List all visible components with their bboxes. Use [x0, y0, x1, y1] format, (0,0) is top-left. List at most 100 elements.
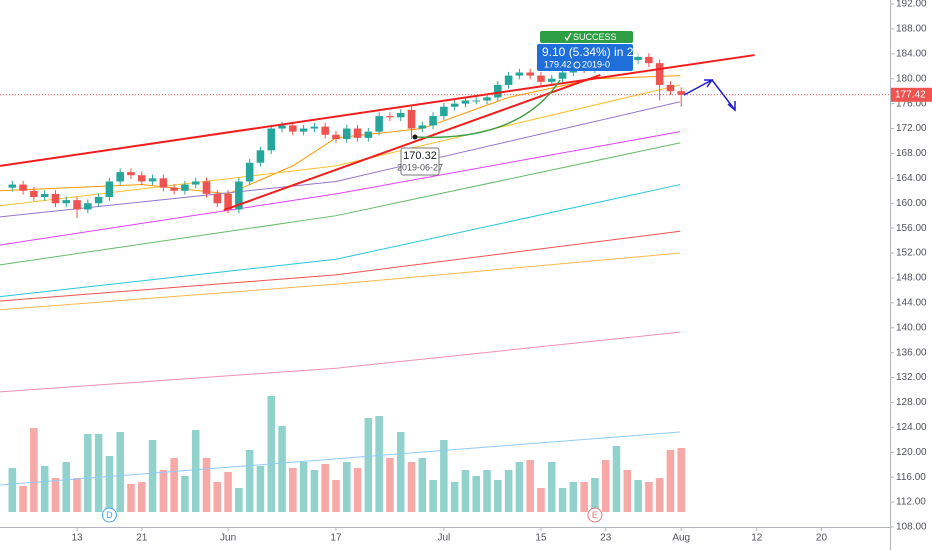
candle-body	[332, 134, 340, 140]
candle-body	[19, 184, 27, 191]
candle-body	[407, 109, 416, 129]
candle-body	[364, 131, 373, 138]
volume-ma	[0, 431, 681, 486]
candle-body	[213, 193, 222, 204]
volume-bar	[73, 478, 81, 512]
candle-body	[645, 56, 653, 64]
moving-average	[0, 101, 681, 218]
y-tick-label: 152.00	[896, 248, 927, 259]
candle-body	[504, 75, 513, 85]
low-price: 170.32	[403, 150, 437, 162]
last-price-label: 177.42	[895, 89, 926, 100]
volume-bar	[645, 482, 653, 512]
candle-body	[73, 200, 81, 210]
volume-bar	[375, 416, 383, 512]
candle-body	[94, 197, 103, 204]
candle-body	[386, 116, 394, 118]
candle-body	[116, 172, 124, 182]
volume-bar	[105, 456, 114, 512]
volume-bar	[558, 488, 567, 512]
candle-body	[515, 72, 524, 76]
volume-bar	[127, 484, 135, 512]
candle-body	[267, 128, 276, 151]
candle-body	[235, 181, 243, 210]
success-box	[540, 31, 633, 43]
candle-body	[677, 91, 686, 95]
moving-average	[0, 142, 681, 266]
volume-bar	[396, 432, 405, 512]
volume-bar	[51, 478, 60, 512]
y-tick-label: 120.00	[896, 447, 927, 458]
candle-body	[440, 106, 448, 117]
volume-bar	[40, 466, 49, 512]
candle-body	[105, 181, 114, 198]
result-date: 2019-0	[582, 59, 610, 69]
volume-bar	[148, 440, 157, 512]
x-tick-label: 20	[816, 533, 828, 544]
event-label: E	[592, 510, 598, 520]
candle-body	[299, 128, 308, 132]
x-tick-label: Jun	[220, 533, 236, 544]
x-tick-label: 21	[136, 533, 148, 544]
y-tick-label: 132.00	[896, 372, 927, 383]
y-tick-label: 116.00	[896, 472, 926, 483]
trendline	[223, 74, 601, 212]
y-tick-label: 108.00	[896, 522, 927, 533]
moving-average	[0, 331, 681, 393]
volume-bar	[461, 470, 470, 512]
volume-bar	[655, 478, 664, 512]
candle-body	[224, 193, 232, 210]
volume-bar	[515, 462, 524, 512]
volume-bar	[116, 432, 124, 512]
candle-body	[289, 125, 297, 132]
volume-bar	[321, 464, 329, 512]
volume-bar	[591, 478, 599, 512]
y-tick-label: 144.00	[896, 297, 927, 308]
candle-body	[30, 190, 38, 198]
volume-bar	[569, 482, 578, 512]
volume-bar	[407, 462, 416, 512]
y-tick-label: 148.00	[896, 273, 927, 284]
volume-bar	[494, 480, 502, 512]
x-tick-label: 13	[71, 533, 83, 544]
volume-bar	[612, 446, 621, 512]
y-tick-label: 128.00	[896, 397, 927, 408]
candle-body	[526, 72, 534, 76]
volume-bar	[440, 440, 448, 512]
low-tag: 170.32 2019-06-27	[397, 147, 443, 176]
candle-body	[245, 162, 254, 182]
y-tick-label: 164.00	[896, 173, 927, 184]
candle-body	[429, 116, 437, 126]
volume-bar	[181, 476, 189, 512]
volume-bar	[30, 428, 38, 512]
forecast-arrow	[683, 79, 736, 112]
x-tick-label: 15	[535, 533, 547, 544]
volume-bar	[483, 470, 491, 512]
last-price-box	[891, 87, 932, 102]
trendline	[0, 54, 755, 167]
y-tick-label: 124.00	[896, 422, 927, 433]
low-point	[412, 134, 418, 140]
volume-bar	[213, 482, 222, 512]
volume-bar	[537, 488, 545, 512]
volume-bar	[623, 470, 632, 512]
volume-bar	[256, 466, 265, 512]
candle-body	[278, 125, 286, 129]
volume-bar	[278, 426, 286, 512]
candle-body	[148, 178, 157, 182]
candle-body	[8, 184, 17, 188]
candle-body	[51, 193, 60, 204]
candle-body	[634, 56, 642, 61]
volume-bar	[8, 468, 17, 512]
y-tick-label: 180.00	[896, 73, 927, 84]
success-tag: SUCCESS	[540, 31, 633, 43]
candle-body	[461, 100, 470, 104]
candle-body	[655, 63, 664, 85]
clock-icon	[573, 61, 581, 69]
candle-body	[321, 126, 329, 135]
y-tick-label: 160.00	[896, 198, 927, 209]
y-tick-label: 136.00	[896, 347, 927, 358]
